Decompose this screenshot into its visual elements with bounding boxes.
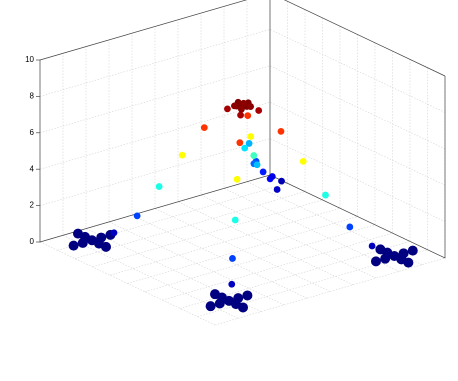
grid-line bbox=[200, 13, 377, 279]
point bbox=[68, 240, 79, 251]
point bbox=[242, 290, 253, 301]
point bbox=[233, 175, 241, 183]
z-tick-label: 10 bbox=[25, 55, 34, 64]
grid-line bbox=[131, 33, 308, 299]
point bbox=[214, 298, 225, 309]
point bbox=[241, 144, 249, 152]
grid-line bbox=[57, 1, 288, 251]
point bbox=[178, 151, 186, 159]
point bbox=[277, 127, 285, 135]
point bbox=[133, 212, 141, 220]
grid-line bbox=[39, 0, 446, 77]
grid-line bbox=[162, 51, 393, 301]
point bbox=[407, 245, 418, 256]
point bbox=[96, 232, 107, 243]
z-tick-label: 6 bbox=[30, 128, 35, 137]
point bbox=[73, 228, 83, 239]
point bbox=[247, 103, 255, 110]
point bbox=[278, 177, 285, 185]
point bbox=[253, 161, 261, 169]
z-tick-label: 8 bbox=[30, 92, 35, 101]
grid-line bbox=[177, 19, 354, 286]
point bbox=[205, 301, 216, 312]
point bbox=[268, 173, 276, 180]
point bbox=[77, 237, 88, 248]
point bbox=[398, 248, 409, 259]
point bbox=[210, 289, 220, 300]
point bbox=[238, 105, 245, 113]
point bbox=[346, 223, 354, 231]
point bbox=[110, 229, 118, 237]
point bbox=[273, 186, 281, 193]
point bbox=[259, 168, 267, 176]
grid-line bbox=[39, 60, 216, 326]
grid-line bbox=[109, 26, 341, 276]
point bbox=[155, 183, 163, 190]
point bbox=[380, 253, 391, 264]
point bbox=[231, 102, 238, 110]
grid-line bbox=[144, 42, 376, 293]
grid-line bbox=[74, 9, 306, 259]
point bbox=[101, 241, 111, 252]
point bbox=[200, 124, 208, 132]
grid-line bbox=[223, 6, 400, 272]
grid-line bbox=[154, 26, 331, 292]
z-tick-label: 0 bbox=[30, 237, 35, 246]
point bbox=[299, 158, 307, 165]
point bbox=[233, 293, 244, 304]
axis-box bbox=[39, 0, 446, 77]
point bbox=[224, 105, 231, 113]
point bbox=[237, 111, 244, 119]
grid-line bbox=[127, 34, 358, 284]
z-tick-label: 2 bbox=[30, 201, 35, 210]
point bbox=[245, 140, 253, 147]
grid-line bbox=[39, 29, 446, 113]
point bbox=[368, 242, 376, 250]
point bbox=[370, 256, 381, 267]
point bbox=[250, 152, 258, 159]
point bbox=[403, 257, 414, 268]
point bbox=[229, 255, 236, 262]
grid-line bbox=[108, 39, 285, 306]
point bbox=[240, 99, 248, 107]
grid-line bbox=[179, 59, 411, 309]
grid-line bbox=[92, 17, 323, 268]
point bbox=[231, 216, 239, 224]
grid-line bbox=[197, 67, 428, 317]
point bbox=[244, 112, 252, 120]
grid-line bbox=[85, 46, 262, 312]
point bbox=[247, 133, 255, 140]
z-tick-label: 4 bbox=[30, 164, 35, 173]
point bbox=[238, 302, 248, 313]
grid-line bbox=[246, 0, 423, 265]
axis-box bbox=[39, 60, 446, 259]
point bbox=[228, 280, 236, 288]
point bbox=[236, 139, 244, 147]
grid-line bbox=[39, 138, 446, 222]
point bbox=[375, 244, 386, 255]
grid-line bbox=[62, 53, 239, 319]
point bbox=[322, 191, 329, 199]
point bbox=[255, 107, 263, 114]
